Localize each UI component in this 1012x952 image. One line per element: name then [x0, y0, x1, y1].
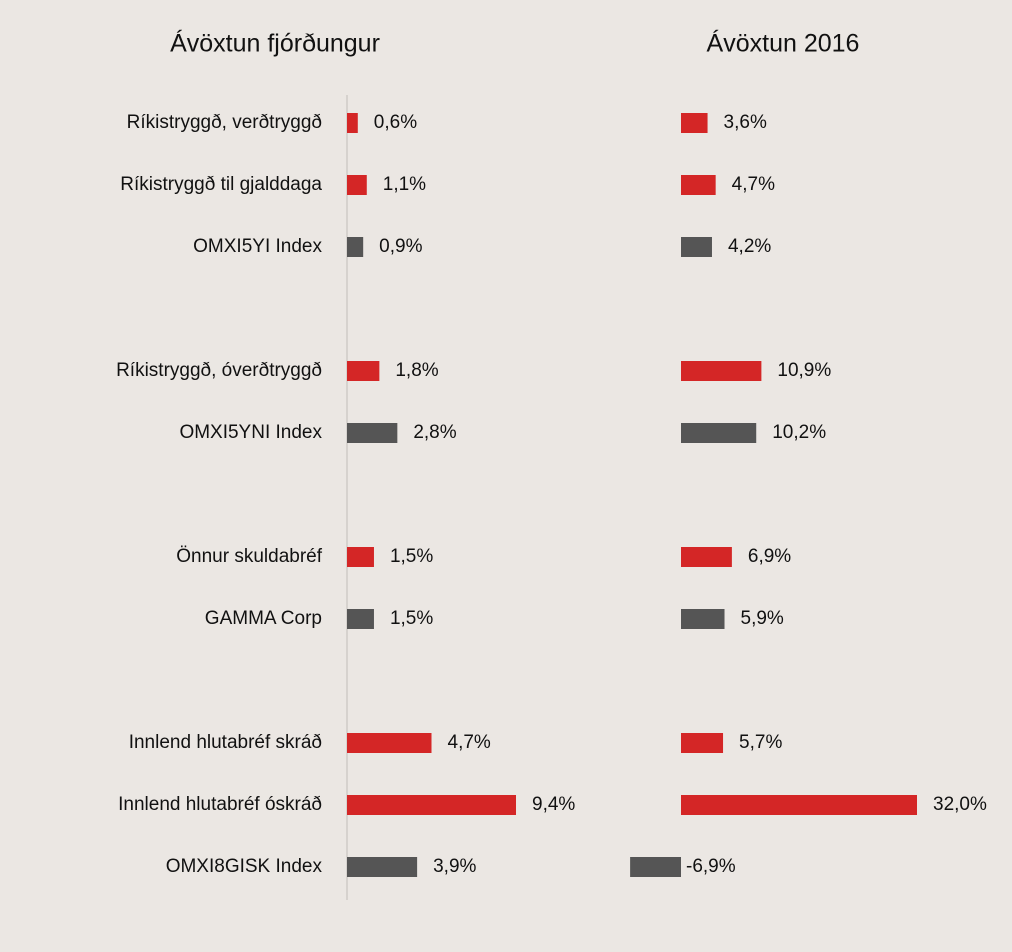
bar [681, 547, 732, 567]
value-label: 1,5% [390, 608, 433, 629]
bar [347, 609, 374, 629]
category-label: Ríkistryggð, verðtryggð [127, 112, 322, 133]
chart-title: Ávöxtun 2016 [707, 29, 860, 58]
bar [347, 547, 374, 567]
category-label: Önnur skuldabréf [176, 546, 322, 567]
bar [681, 237, 712, 257]
category-label: Ríkistryggð, óverðtryggð [116, 360, 322, 381]
bar [347, 237, 364, 257]
category-label: Innlend hlutabréf skráð [129, 732, 322, 753]
value-label: 4,7% [448, 732, 491, 753]
category-label: Ríkistryggð til gjalddaga [120, 174, 322, 195]
bar [681, 609, 725, 629]
bar [681, 113, 708, 133]
bar [681, 175, 716, 195]
value-label: 10,2% [772, 422, 826, 443]
value-label: 3,6% [724, 112, 767, 133]
bar [347, 361, 380, 381]
value-label: 0,9% [379, 236, 422, 257]
value-label: 5,7% [739, 732, 782, 753]
bar [630, 857, 681, 877]
bar [681, 795, 917, 815]
chart-title: Ávöxtun fjórðungur [170, 29, 380, 58]
value-label: 2,8% [413, 422, 456, 443]
bar [347, 175, 367, 195]
value-label: 1,8% [395, 360, 438, 381]
value-label: 1,5% [390, 546, 433, 567]
bar [347, 733, 432, 753]
bar [347, 423, 398, 443]
value-label: 4,7% [732, 174, 775, 195]
value-label: 0,6% [374, 112, 417, 133]
bar [347, 113, 358, 133]
category-label: OMXI8GISK Index [166, 856, 323, 877]
bar [681, 361, 762, 381]
value-label: 10,9% [777, 360, 831, 381]
value-label: -6,9% [686, 856, 736, 877]
bar [681, 423, 757, 443]
category-label: OMXI5YI Index [193, 236, 322, 257]
value-label: 1,1% [383, 174, 426, 195]
category-label: GAMMA Corp [205, 608, 322, 629]
bar [681, 733, 724, 753]
value-label: 32,0% [933, 794, 987, 815]
category-label: Innlend hlutabréf óskráð [118, 794, 322, 815]
value-label: 5,9% [741, 608, 784, 629]
category-label: OMXI5YNI Index [179, 422, 322, 443]
value-label: 6,9% [748, 546, 791, 567]
bar [347, 857, 418, 877]
value-label: 3,9% [433, 856, 476, 877]
value-label: 9,4% [532, 794, 575, 815]
value-label: 4,2% [728, 236, 771, 257]
bar [347, 795, 516, 815]
